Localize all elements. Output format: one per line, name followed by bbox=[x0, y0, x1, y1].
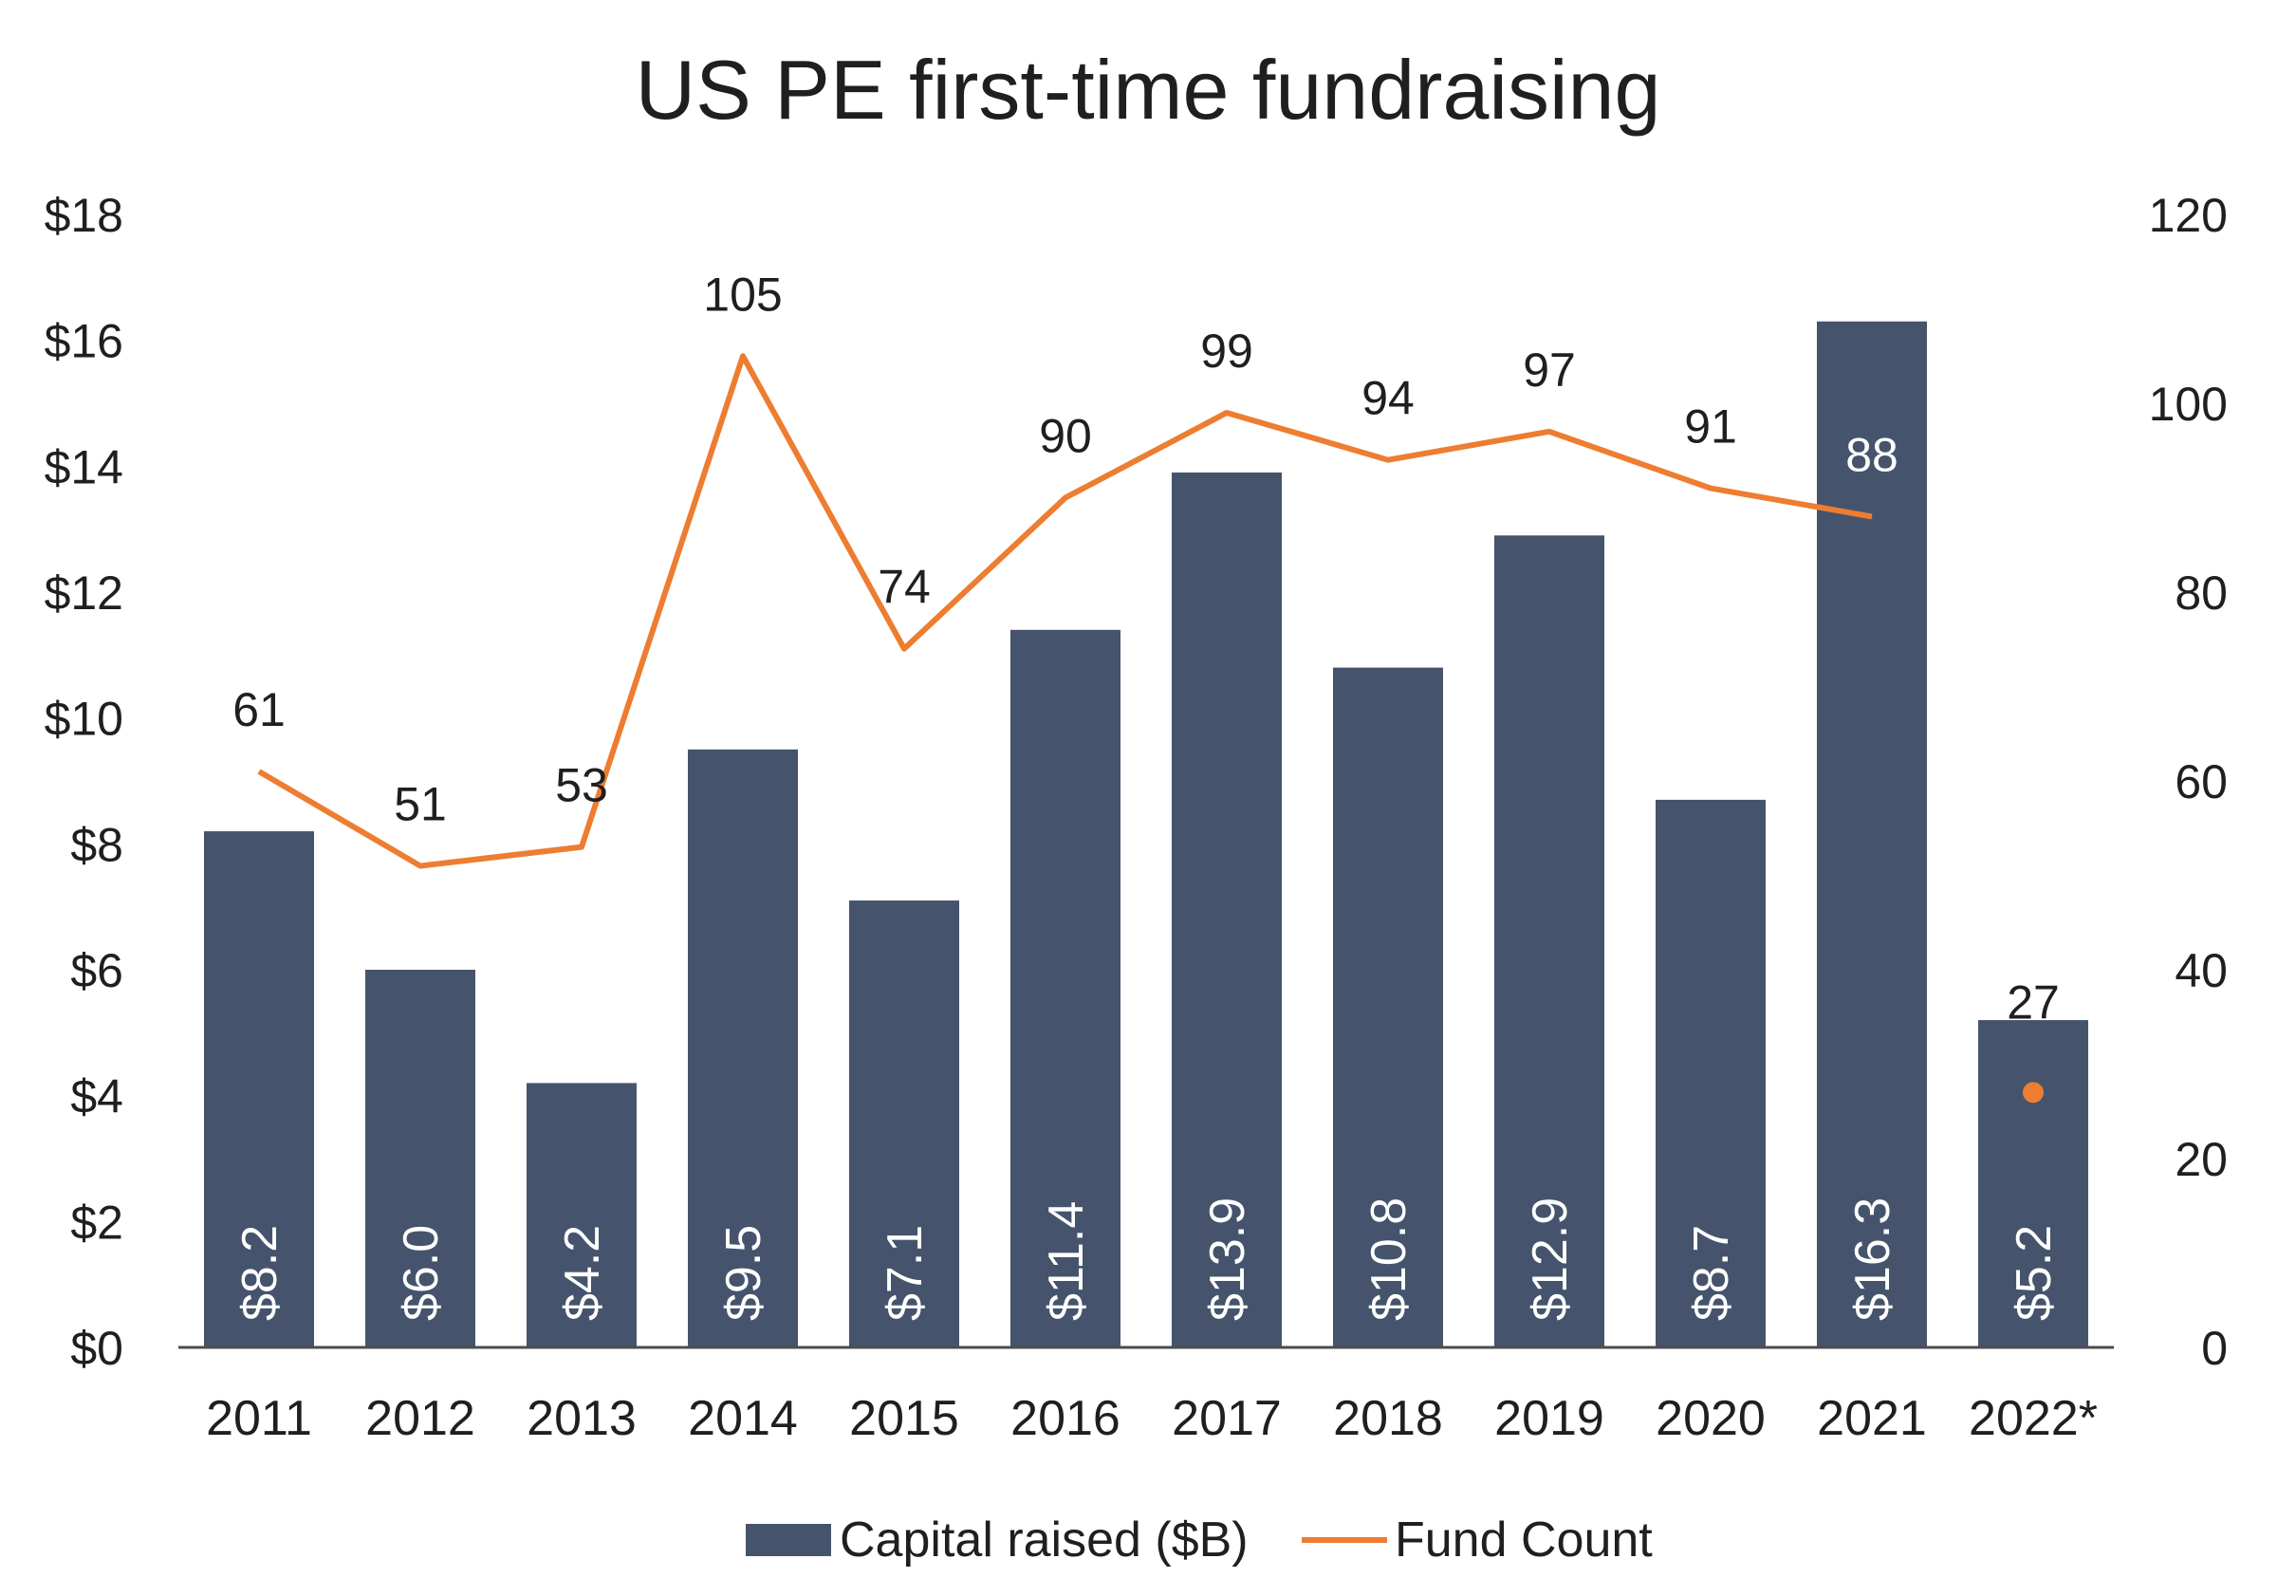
line-data-label: 91 bbox=[1684, 400, 1737, 454]
chart-title: US PE first-time fundraising bbox=[636, 43, 1661, 137]
legend: Capital raised ($B) Fund Count bbox=[746, 1512, 1653, 1568]
bar bbox=[1817, 321, 1927, 1348]
right-axis-tick-label: 20 bbox=[2175, 1133, 2228, 1186]
left-axis-tick-label: $8 bbox=[70, 818, 123, 871]
left-axis-tick-label: $16 bbox=[45, 315, 123, 368]
x-axis-tick-label: 2018 bbox=[1333, 1391, 1443, 1446]
bar-data-label: $12.9 bbox=[1523, 1197, 1578, 1321]
fund-count-point bbox=[2023, 1082, 2044, 1104]
left-axis-tick-label: $2 bbox=[70, 1196, 123, 1249]
line-data-label: 51 bbox=[394, 778, 447, 831]
right-axis-tick-label: 120 bbox=[2149, 189, 2228, 242]
x-axis-tick-label: 2013 bbox=[527, 1391, 637, 1446]
x-axis-tick-label: 2022* bbox=[1969, 1391, 2098, 1446]
legend-label-line: Fund Count bbox=[1395, 1512, 1653, 1568]
line-data-label: 94 bbox=[1361, 372, 1415, 425]
x-axis-tick-label: 2020 bbox=[1656, 1391, 1766, 1446]
bar bbox=[1172, 472, 1282, 1347]
bar-data-label: $7.1 bbox=[878, 1225, 933, 1321]
right-axis: 0 20 40 60 80 100 120 bbox=[2149, 189, 2228, 1375]
bar-data-label: $13.9 bbox=[1200, 1197, 1255, 1321]
left-axis-tick-label: $0 bbox=[70, 1322, 123, 1375]
bar bbox=[1978, 1020, 2088, 1347]
line-data-label: 74 bbox=[878, 561, 931, 614]
left-axis-tick-label: $12 bbox=[45, 566, 123, 620]
x-axis-tick-label: 2017 bbox=[1172, 1391, 1282, 1446]
bar bbox=[1010, 629, 1120, 1347]
bar-series bbox=[204, 321, 2088, 1348]
x-axis-tick-labels: 2011 2012 2013 2014 2015 2016 2017 2018 2019 2020… bbox=[206, 1391, 2098, 1446]
bar bbox=[1333, 667, 1443, 1347]
x-axis-tick-label: 2016 bbox=[1010, 1391, 1120, 1446]
line-data-label: 61 bbox=[232, 683, 286, 736]
left-axis-tick-label: $14 bbox=[45, 440, 123, 493]
x-axis-tick-label: 2014 bbox=[688, 1391, 798, 1446]
bar-data-label: $11.4 bbox=[1039, 1201, 1094, 1321]
bar-data-label: $6.0 bbox=[394, 1225, 449, 1321]
line-data-label: 105 bbox=[703, 268, 782, 321]
right-axis-tick-label: 0 bbox=[2201, 1322, 2228, 1375]
x-axis-tick-label: 2021 bbox=[1817, 1391, 1927, 1446]
bar bbox=[1494, 535, 1604, 1347]
x-axis-tick-label: 2015 bbox=[849, 1391, 959, 1446]
line-data-label: 88 bbox=[1845, 428, 1898, 481]
bar bbox=[1656, 799, 1766, 1347]
bar-data-labels: $8.2 $6.0 $4.2 $9.5 $7.1 $11.4 $13.9 $10.8 $12.9… bbox=[232, 1197, 2062, 1321]
bar bbox=[849, 900, 959, 1347]
bar bbox=[365, 970, 475, 1347]
right-axis-tick-label: 60 bbox=[2175, 755, 2228, 808]
bar-data-label: $8.7 bbox=[1684, 1225, 1739, 1321]
right-axis-tick-label: 80 bbox=[2175, 566, 2228, 620]
bar-data-label: $10.8 bbox=[1361, 1197, 1416, 1321]
line-data-label: 53 bbox=[555, 759, 608, 812]
bar-data-label: $8.2 bbox=[232, 1225, 287, 1321]
bar-data-label: $5.2 bbox=[2007, 1225, 2062, 1321]
bar bbox=[204, 831, 314, 1347]
legend-label-bar: Capital raised ($B) bbox=[840, 1512, 1249, 1568]
bar bbox=[688, 749, 798, 1347]
x-axis-tick-label: 2012 bbox=[365, 1391, 475, 1446]
right-axis-tick-label: 40 bbox=[2175, 944, 2228, 997]
bar-data-label: $4.2 bbox=[555, 1225, 610, 1321]
left-axis-tick-label: $10 bbox=[45, 693, 123, 746]
line-data-label: 90 bbox=[1039, 410, 1092, 463]
line-data-label: 97 bbox=[1523, 343, 1576, 397]
bar-data-label: $9.5 bbox=[716, 1225, 771, 1321]
bar bbox=[527, 1083, 637, 1347]
left-axis: $0 $2 $4 $6 $8 $10 $12 $14 $16 $18 bbox=[45, 189, 123, 1375]
x-axis-tick-label: 2019 bbox=[1494, 1391, 1604, 1446]
line-series bbox=[257, 353, 2044, 1104]
line-data-label: 27 bbox=[2007, 975, 2060, 1029]
legend-swatch-bar bbox=[746, 1524, 831, 1556]
left-axis-tick-label: $18 bbox=[45, 189, 123, 242]
left-axis-tick-label: $6 bbox=[70, 944, 123, 997]
left-axis-tick-label: $4 bbox=[70, 1070, 123, 1123]
fund-count-line bbox=[257, 353, 1873, 869]
right-axis-tick-label: 100 bbox=[2149, 378, 2228, 431]
line-data-label: 99 bbox=[1200, 325, 1253, 378]
x-axis-tick-label: 2011 bbox=[206, 1391, 312, 1446]
line-data-labels: 61 51 53 105 74 90 99 94 97 91 88 27 bbox=[232, 268, 2060, 1029]
bar-data-label: $16.3 bbox=[1845, 1197, 1900, 1321]
